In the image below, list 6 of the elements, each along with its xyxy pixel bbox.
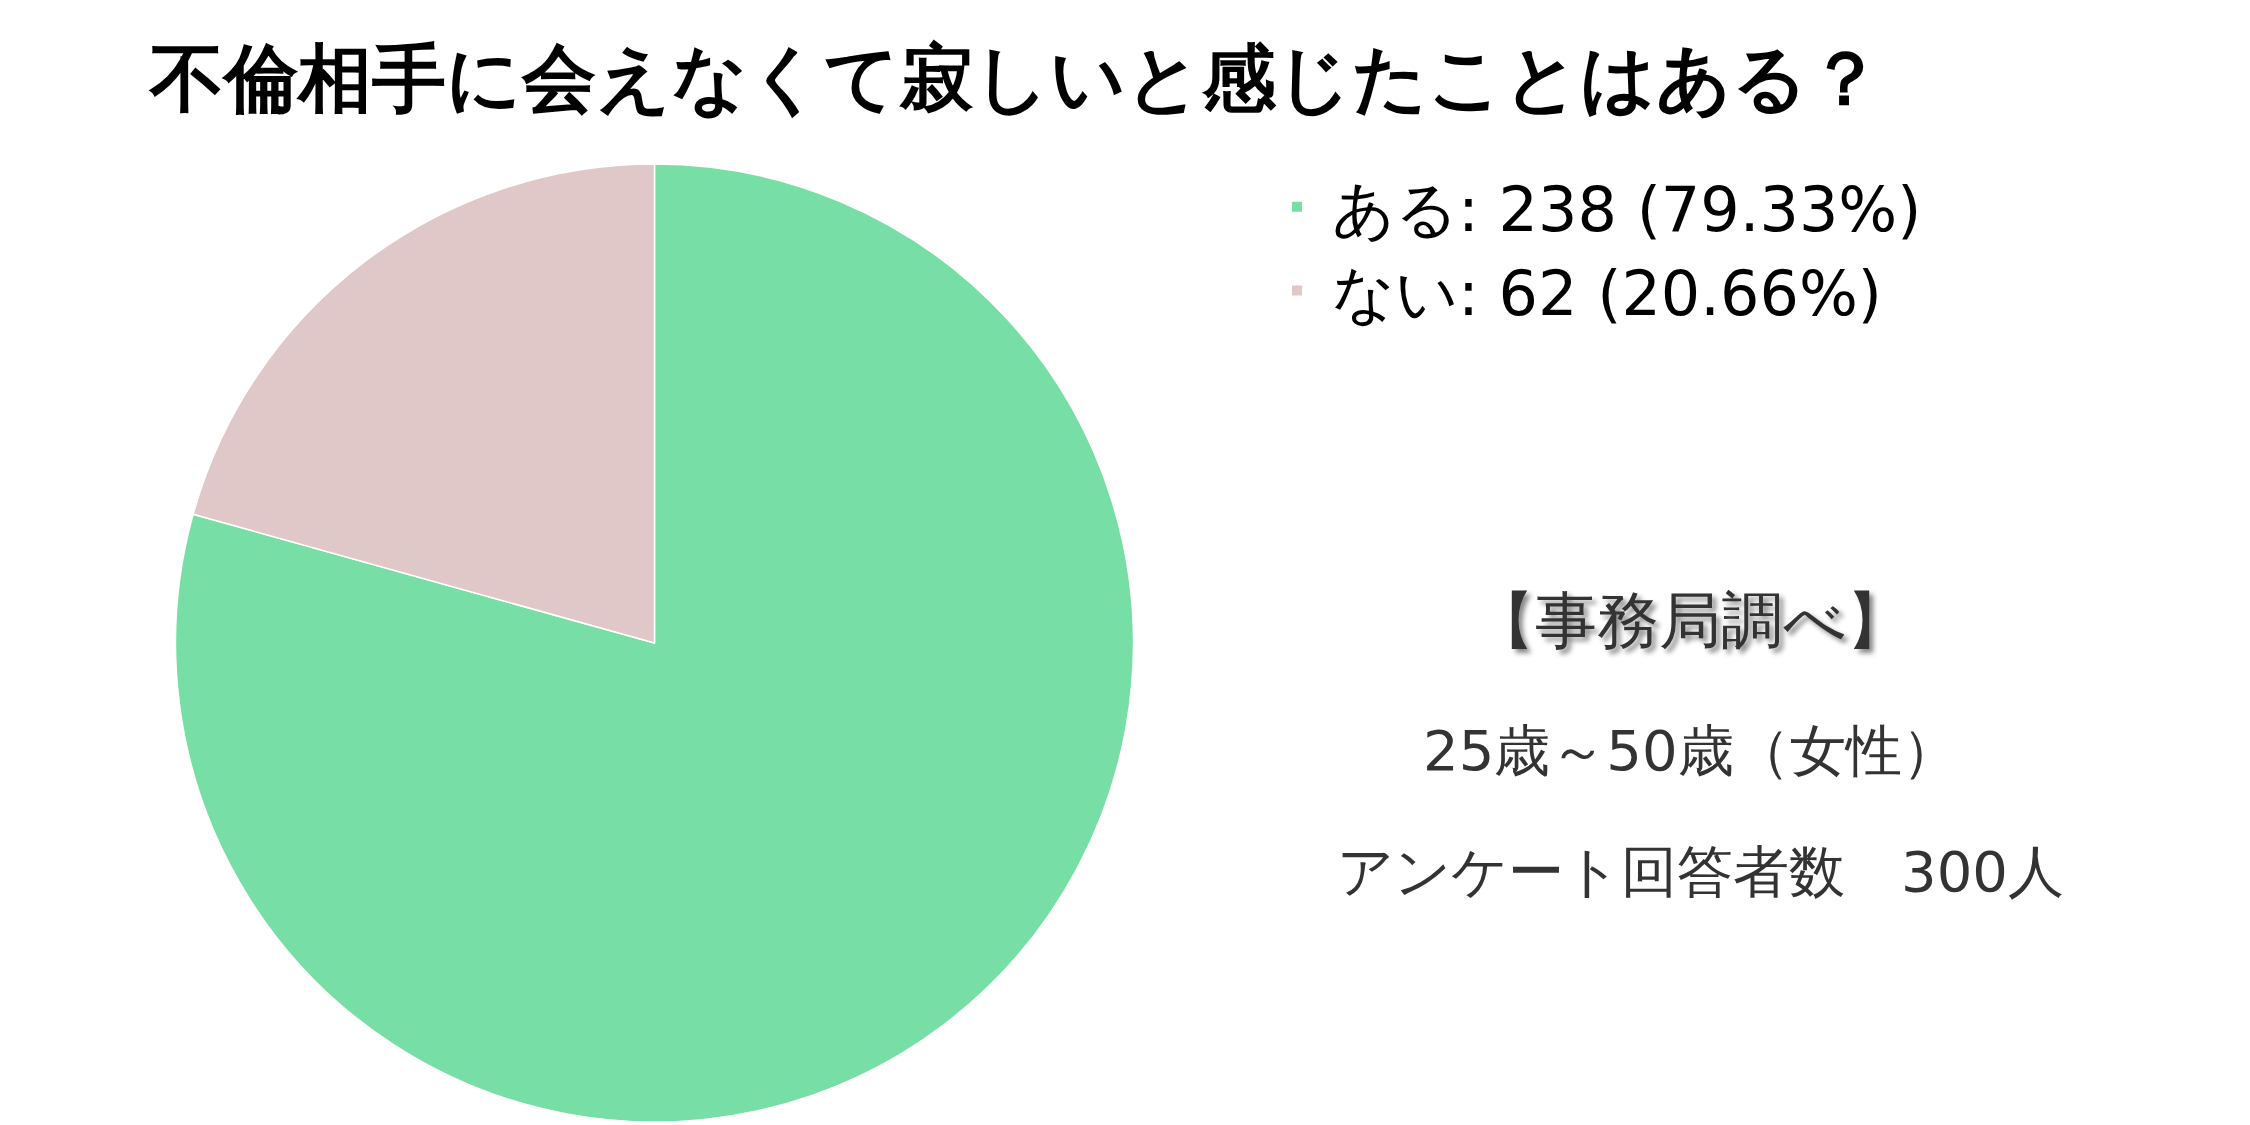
text: 25歳～50歳（女性） <box>1423 718 1958 783</box>
chart-title: 不倫相手に会えなくて寂しいと感じたことはある？ <box>148 34 1882 121</box>
text: 【事務局調べ】 <box>1473 584 1908 657</box>
legend-label: ない: 62 (20.66%) <box>1332 256 1882 330</box>
text: アンケート回答者数 300人 <box>1337 839 2064 904</box>
legend-label: ある: 238 (79.33%) <box>1332 172 1922 246</box>
